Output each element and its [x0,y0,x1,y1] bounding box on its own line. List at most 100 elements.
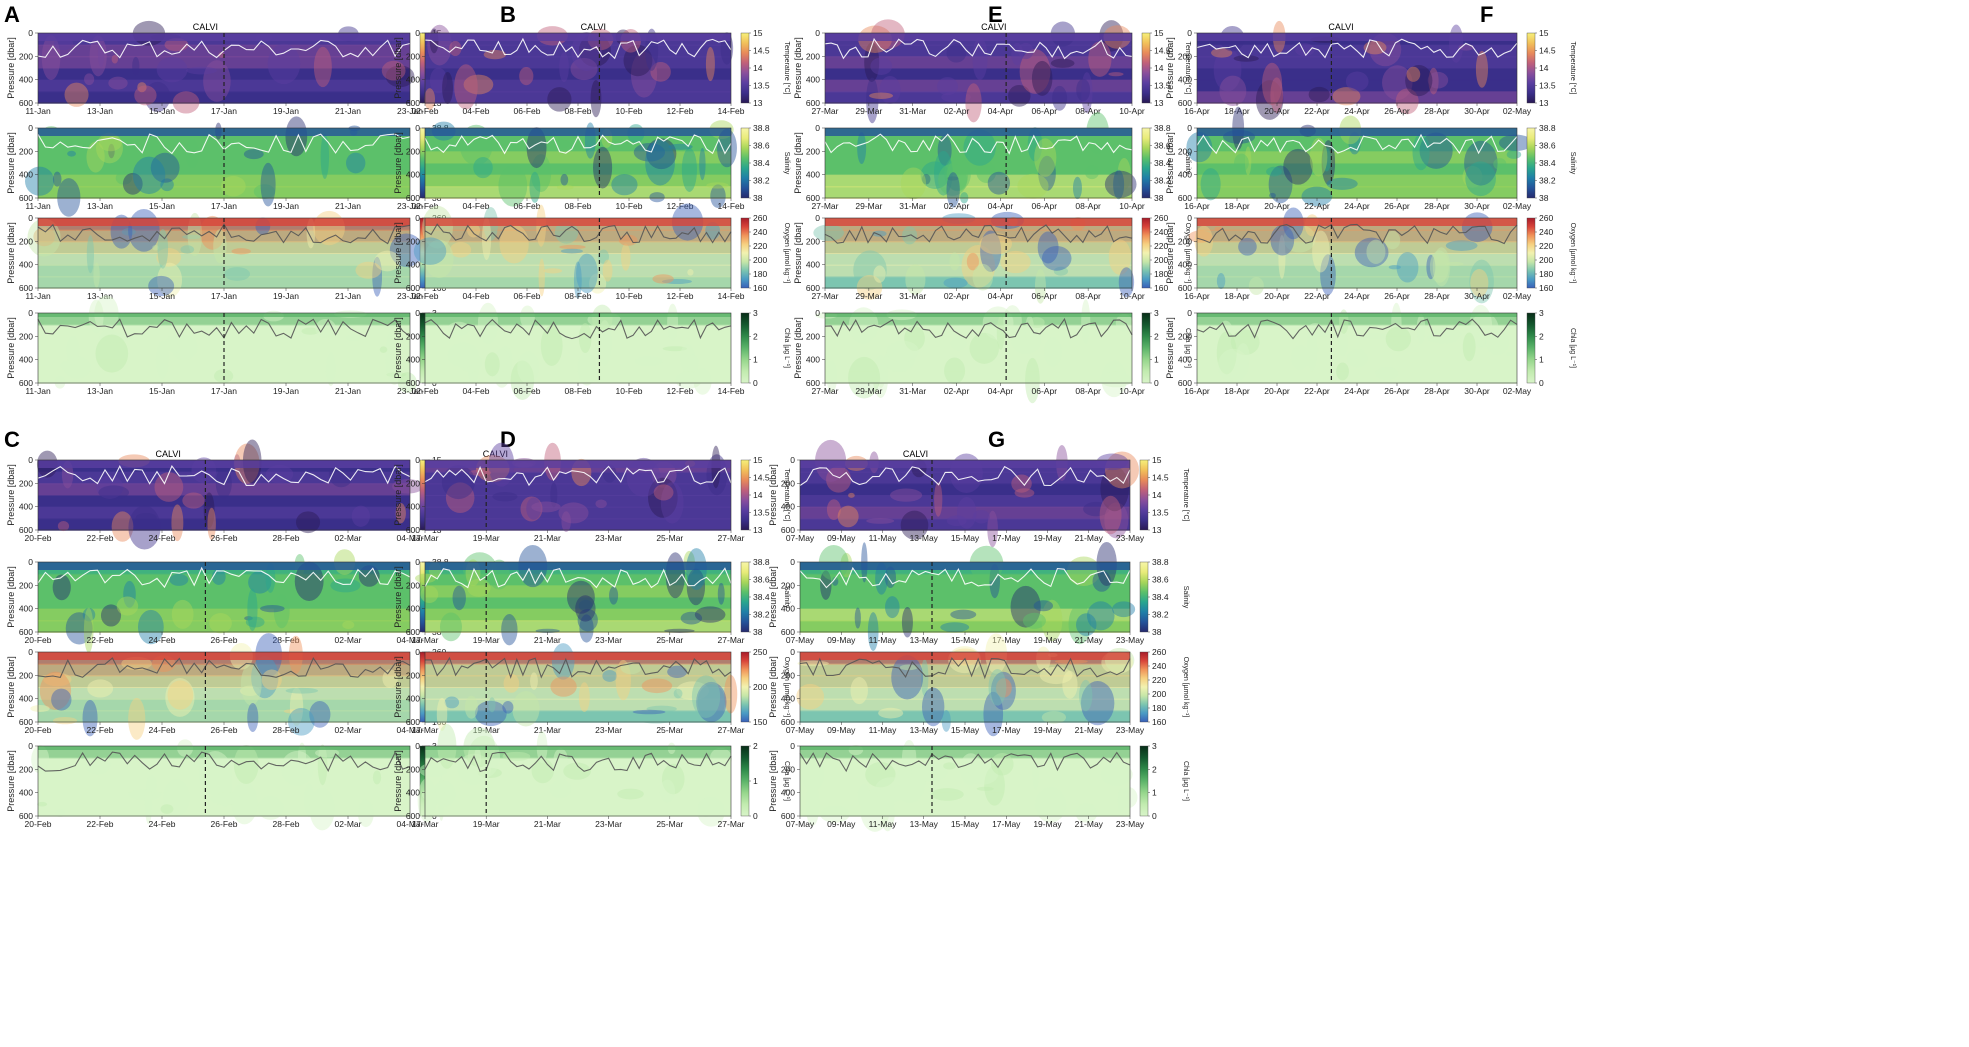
colorbar-tick-label: 38.4 [1539,158,1556,168]
x-tick-label: 04-Apr [988,106,1014,116]
x-tick-label: 23-Jan [397,201,423,211]
surface-band [425,652,731,660]
x-tick-label: 19-May [1033,635,1062,645]
colorbar-tick-label: 3 [753,308,758,318]
x-tick-label: 14-Feb [718,106,745,116]
field-blob [876,359,886,389]
x-tick-label: 17-May [992,819,1021,829]
field-blob [662,346,688,352]
field-blob [447,342,480,368]
field-blob [885,596,900,619]
field-blob [706,182,729,189]
x-tick-label: 26-Feb [211,635,238,645]
surface-band [425,33,731,41]
field-blob [530,154,552,193]
field-blob [535,628,560,634]
field-blob [96,132,123,164]
field-blob [869,92,894,99]
field-layer [1197,276,1517,289]
x-tick-label: 15-May [951,819,980,829]
x-tick-label: 06-Apr [1032,291,1058,301]
station-label: CALVI [156,449,181,459]
field-layer [825,336,1132,349]
field-blob [1019,49,1051,94]
field-blob [1117,158,1131,191]
x-tick-label: 24-Feb [149,725,176,735]
field-blob [579,614,594,643]
field-blob [872,230,887,237]
colorbar-tick-label: 14.5 [753,473,770,483]
field-blob [432,780,456,808]
mixed-layer-line [824,37,1133,60]
colorbar-tick-label: 0 [753,378,758,388]
colorbar-sal [1526,127,1536,199]
colorbar-tick-label: 0 [1152,811,1157,821]
field-layer [38,483,410,496]
field-blob [488,697,496,713]
field-blob [813,224,845,242]
colorbar-tick-label: 38.8 [753,557,770,567]
field-blob [1219,75,1247,107]
field-blob [899,664,918,671]
field-blob [213,229,227,264]
field-layer [425,264,731,278]
colorbar-label: Salinity [783,586,790,609]
field-blob [1244,146,1252,176]
field-blob [298,326,308,338]
field-blob [1030,339,1042,346]
colorbar-tick-label: 2 [1539,331,1544,341]
x-tick-label: 29-Mar [855,106,882,116]
field-blob [681,147,697,192]
x-tick-label: 27-Mar [812,291,839,301]
field-layer [38,163,410,176]
field-blob [467,578,491,597]
y-tick-label: 0 [1187,213,1192,223]
field-blob [1428,67,1439,95]
field-layer [800,495,1130,508]
field-blob [66,335,80,365]
field-blob [1188,230,1212,243]
field-blob [154,472,184,502]
field-layer [425,620,731,633]
y-axis-label: Pressure [dbar] [6,317,16,379]
colorbar-sal [740,127,750,199]
field-blob [98,485,130,500]
x-tick-label: 02-Apr [944,386,970,396]
field-layer [800,620,1130,633]
y-tick-label: 200 [19,146,33,156]
field-blob [883,347,915,373]
colorbar-tick-label: 240 [1152,661,1166,671]
y-tick-label: 0 [28,28,33,38]
mixed-layer-line [424,37,732,60]
colorbar-tick-label: 13 [1539,98,1549,108]
field-blob [1038,155,1056,191]
field-blob [492,491,518,502]
field-blob [152,244,160,251]
field-blob [379,346,388,353]
x-tick-label: 04-Apr [988,201,1014,211]
x-tick-label: 27-Mar [718,725,745,735]
x-tick-label: 04-Feb [463,106,490,116]
field-layer [1197,371,1517,384]
field-blob [484,352,500,377]
x-tick-label: 19-May [1033,819,1062,829]
field-blob [301,327,320,335]
field-blob [560,173,569,186]
colorbar-chl [740,745,750,817]
x-tick-label: 22-Feb [87,819,114,829]
field-blob [611,174,638,196]
x-tick-label: 26-Apr [1384,386,1410,396]
x-tick-label: 12-Feb [667,201,694,211]
field-layer [1197,79,1517,93]
x-tick-label: 02-Mar [335,635,362,645]
field-layer [425,597,731,610]
y-tick-label: 0 [815,213,820,223]
mixed-layer-line [424,751,732,773]
field-blob [1493,158,1507,170]
field-blob [243,149,264,160]
y-tick-label: 600 [406,811,420,821]
field-blob [1052,85,1068,111]
